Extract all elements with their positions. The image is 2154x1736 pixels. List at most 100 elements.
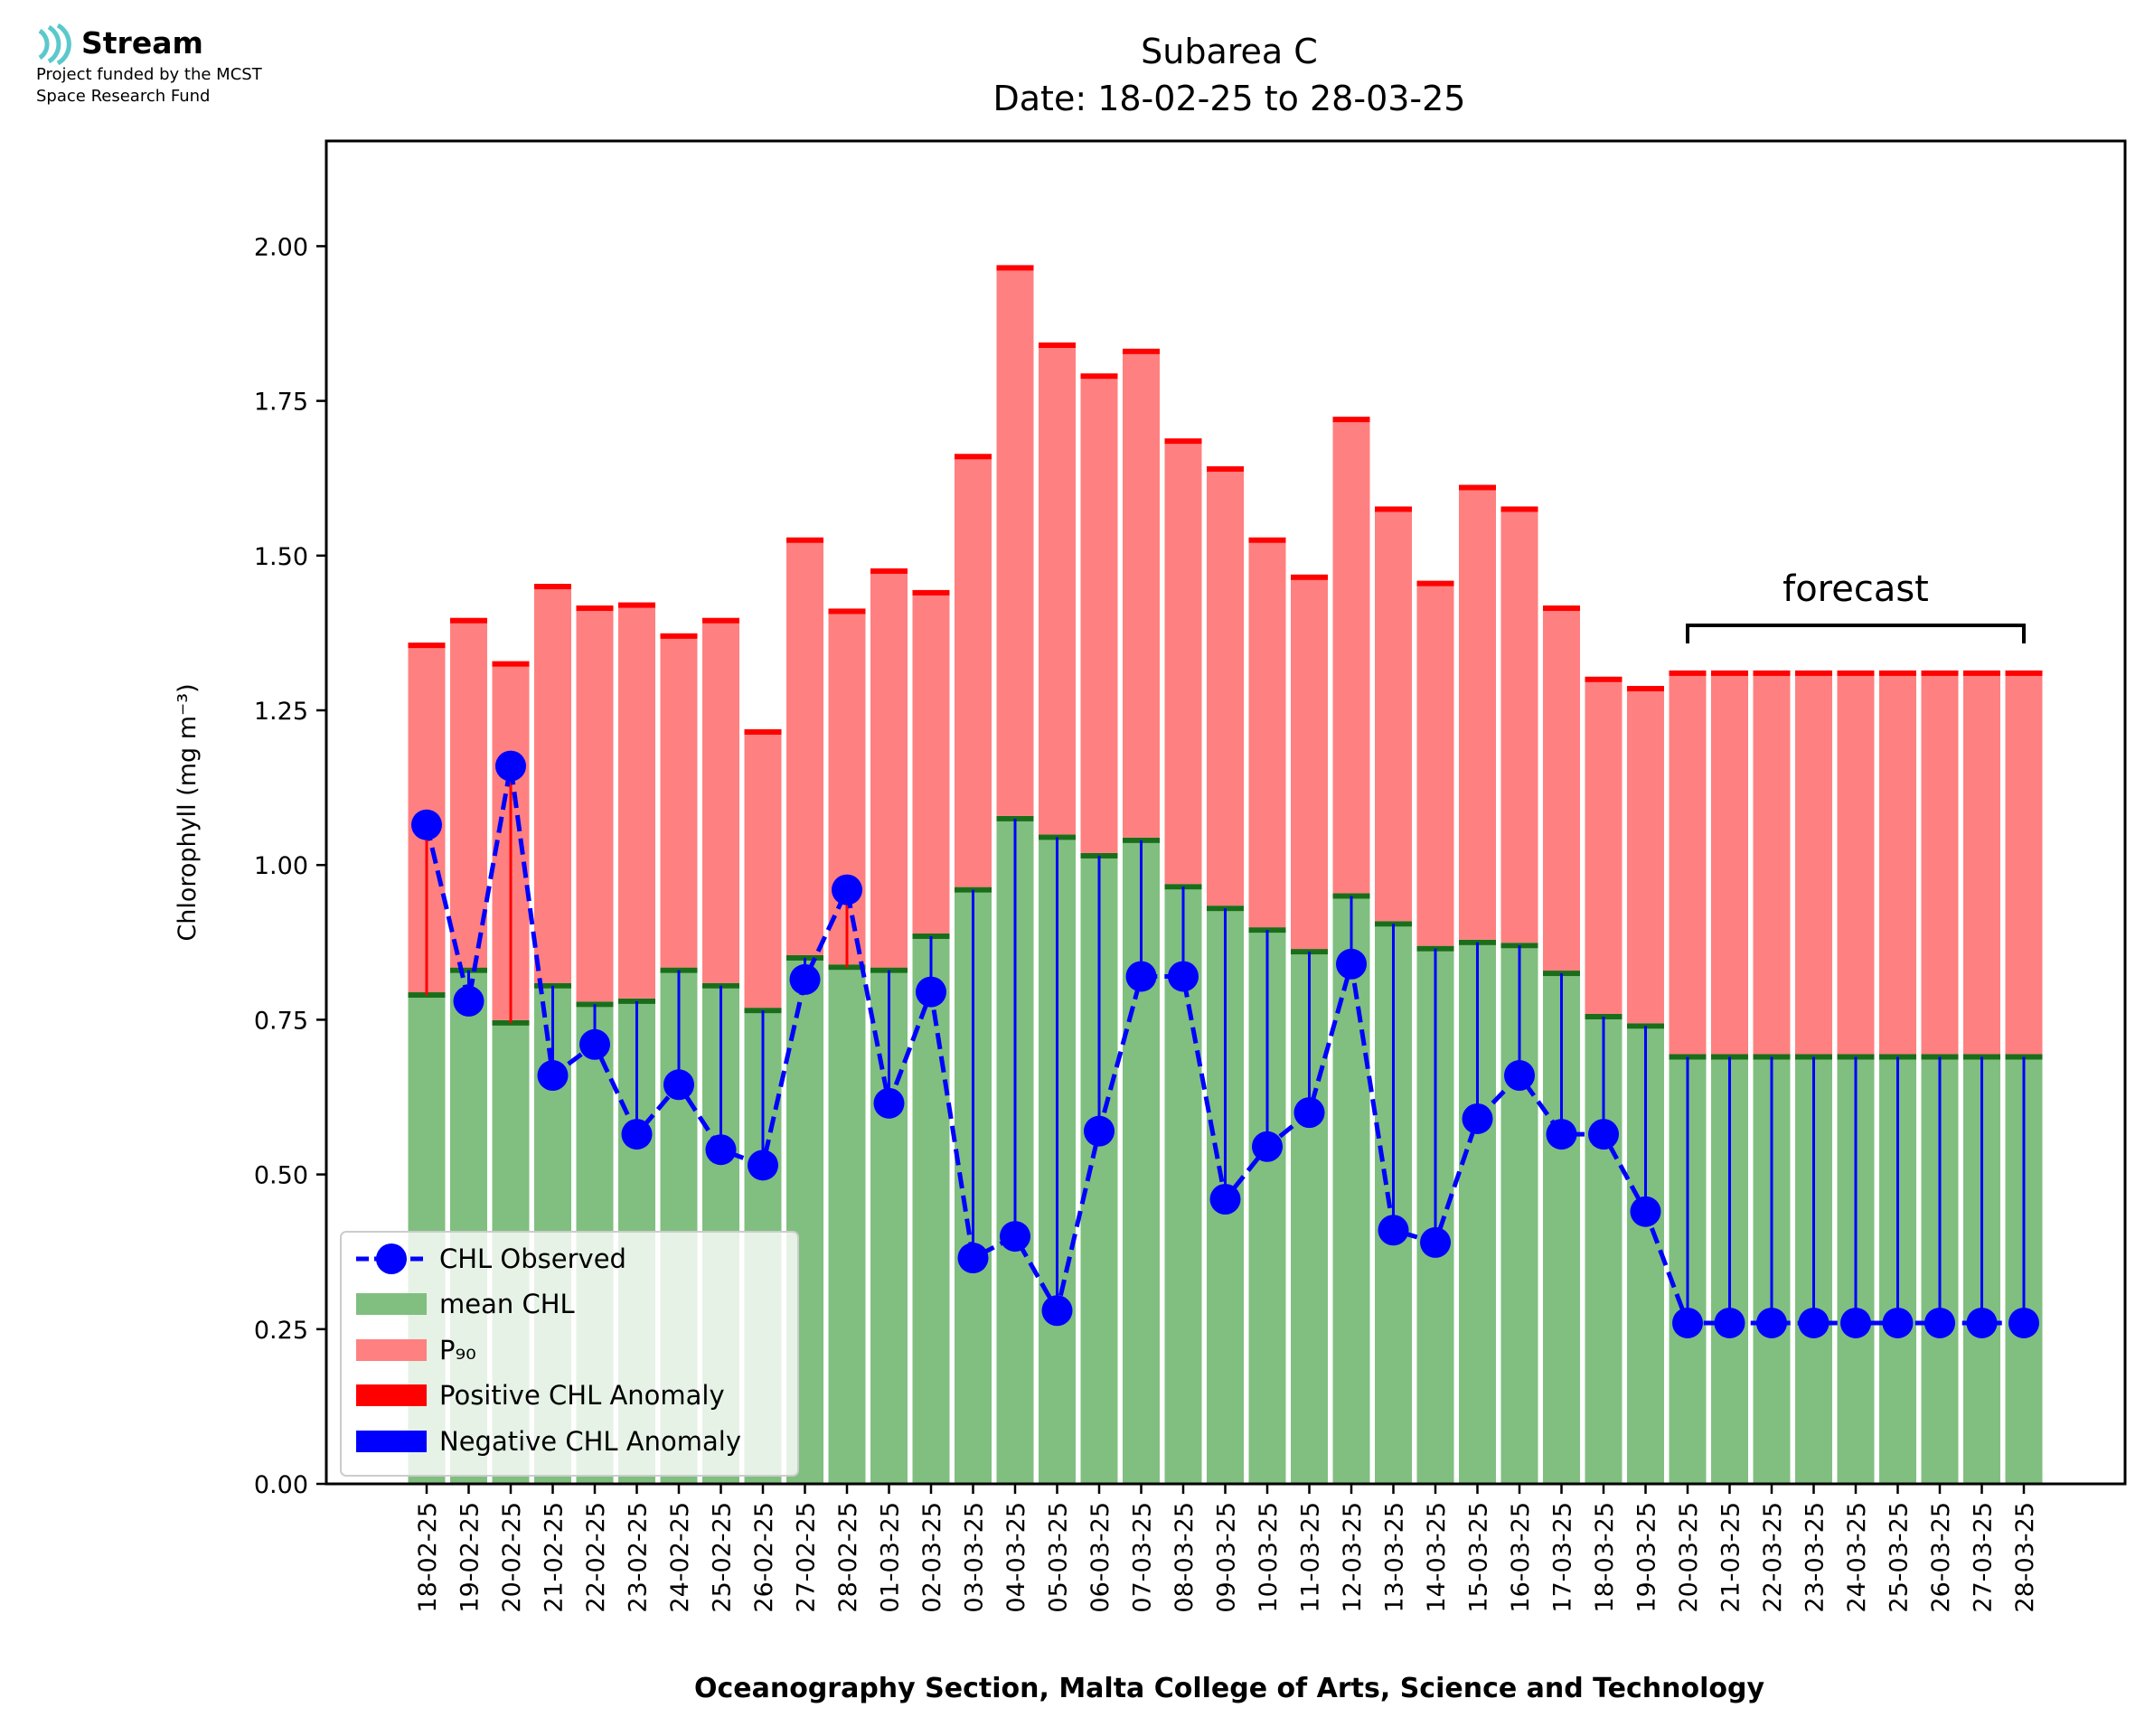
x-tick-label: 20-02-25 [498,1502,526,1613]
p90-bar-cap [534,584,571,590]
observed-point [1420,1226,1451,1258]
observed-point [1966,1307,1998,1338]
p90-bar-cap [492,661,530,667]
observed-point [453,985,484,1017]
legend-label: CHL Observed [439,1243,626,1274]
observed-series [411,750,2039,1338]
p90-bar-cap [1375,506,1412,512]
x-tick-label: 17-03-25 [1549,1502,1577,1613]
p90-bar [786,540,823,955]
legend-label: mean CHL [439,1289,575,1319]
y-tick-label: 1.50 [254,543,308,571]
p90-bar-cap [1291,574,1328,580]
observed-point [1084,1115,1115,1147]
p90-bar-cap [408,643,446,649]
p90-bar [576,608,614,1002]
p90-bar [1795,672,1832,1055]
p90-bar-cap [1921,670,1959,676]
p90-bar [1669,672,1707,1055]
p90-bar-cap [1627,686,1664,692]
x-tick-label: 21-03-25 [1717,1502,1745,1613]
x-tick-label: 27-02-25 [793,1502,821,1613]
x-tick-label: 21-02-25 [541,1502,569,1613]
p90-bar-cap [996,265,1034,271]
x-tick-label: 04-03-25 [1002,1502,1030,1613]
p90-bar [1164,441,1202,885]
p90-bar [1543,608,1580,971]
observed-point [1924,1307,1955,1338]
x-tick-label: 22-03-25 [1759,1502,1787,1613]
observed-point [495,750,526,782]
mean-bar [828,967,866,1484]
p90-bar [660,635,698,968]
p90-bar-cap [1837,670,1875,676]
p90-bar-cap [660,633,698,639]
x-tick-label: 15-03-25 [1465,1502,1493,1613]
x-tick-label: 06-03-25 [1086,1502,1115,1613]
x-tick-label: 25-02-25 [709,1502,737,1613]
observed-point [1672,1307,1703,1338]
observed-point [748,1150,778,1181]
p90-bar [955,456,992,887]
x-tick-label: 02-03-25 [918,1502,946,1613]
p90-bar-cap [618,602,655,608]
forecast-bracket [1686,624,2026,643]
observed-point [1336,948,1367,980]
p90-bar-cap [702,617,739,624]
observed-point [1462,1103,1493,1134]
legend-swatch-p90 [356,1339,427,1361]
p90-bar [534,586,571,983]
x-tick-label: 07-03-25 [1129,1502,1157,1613]
p90-bar-cap [2005,670,2043,676]
p90-bar [1921,672,1959,1055]
p90-bar-cap [450,617,487,624]
p90-bar-cap [744,728,782,735]
logo-funding-line-2: Space Research Fund [36,87,211,106]
x-tick-label: 08-03-25 [1171,1502,1199,1613]
p90-bar-cap [1164,438,1202,445]
x-tick-label: 09-03-25 [1213,1502,1241,1613]
p90-bar [702,620,739,983]
p90-bar [1879,672,1916,1055]
p90-bar [450,620,487,968]
x-tick-label: 13-03-25 [1381,1502,1409,1613]
p90-bar [744,731,782,1009]
p90-bar-cap [1123,348,1160,354]
y-tick-label: 1.75 [254,389,308,417]
p90-bar [1080,376,1118,853]
plot-frame [325,139,2127,1486]
p90-bar-cap [1459,484,1496,491]
observed-point [579,1028,610,1060]
y-axis: 0.00 0.25 0.50 0.75 1.00 1.25 1.50 1.75 2.00 [254,233,326,1499]
p90-bar [1291,577,1328,950]
p90-bar-cap [1080,373,1118,380]
p90-bar-cap [828,608,866,615]
y-tick-label: 0.75 [254,1007,308,1035]
observed-point [832,874,862,906]
p90-bar-cap [1416,580,1454,586]
legend: CHL Observed mean CHL P₉₀ Positive CHL Anom… [340,1231,799,1477]
observed-point [1000,1221,1030,1253]
x-tick-label: 28-03-25 [2011,1502,2039,1613]
observed-point [789,963,821,995]
p90-bar [1416,583,1454,946]
x-tick-label: 23-03-25 [1801,1502,1829,1613]
x-tick-label: 01-03-25 [877,1502,905,1613]
p90-bar-cap [1543,605,1580,612]
observed-point [1209,1183,1241,1215]
legend-swatch-positive [356,1384,427,1406]
chart-title: Subarea C [1141,32,1318,71]
x-tick-label: 10-03-25 [1255,1502,1283,1613]
p90-bar [1711,672,1748,1055]
p90-bar [1459,487,1496,940]
observed-point [1041,1295,1073,1327]
p90-bar [2005,672,2043,1055]
anomaly-stems [425,765,2026,1323]
y-tick-label: 0.50 [254,1162,308,1190]
x-tick-label: 26-02-25 [750,1502,778,1613]
logo-funding-line-1: Project funded by the MCST [36,65,262,84]
legend-swatch-negative [356,1431,427,1452]
observed-point [1882,1307,1914,1338]
p90-bar [1753,672,1791,1055]
